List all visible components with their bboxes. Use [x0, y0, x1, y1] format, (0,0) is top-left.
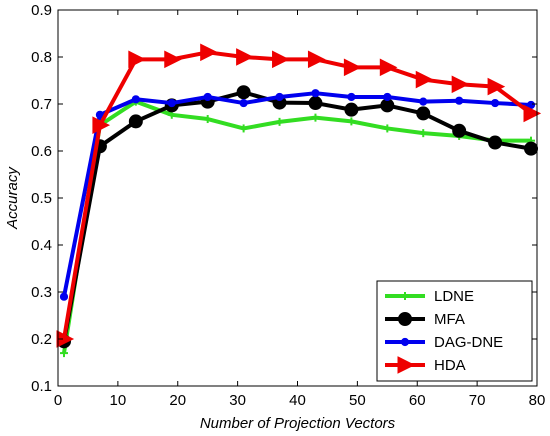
legend-marker [400, 337, 410, 347]
data-point [488, 135, 503, 150]
data-point [347, 117, 356, 126]
data-point [275, 117, 284, 126]
legend-item: HDA [385, 356, 466, 374]
x-tick-label: 40 [289, 392, 306, 409]
legend-label: LDNE [434, 288, 474, 305]
y-tick-label: 0.5 [31, 190, 52, 207]
data-point [344, 102, 359, 117]
data-point [59, 292, 69, 301]
x-axis-label: Number of Projection Vectors [200, 415, 396, 432]
data-point [272, 50, 290, 69]
y-tick-label: 0.3 [31, 284, 52, 301]
data-point [200, 43, 218, 62]
axis-ticks: 0 10 20 30 40 50 60 70 80 0.1 0.2 0.3 0.4 0.5 0.6 0.7 0.… [31, 2, 545, 409]
y-tick-label: 0.1 [31, 378, 52, 395]
legend-marker [398, 312, 412, 326]
data-point [275, 92, 284, 102]
data-point [92, 116, 111, 134]
y-axis-label: Accuracy [4, 166, 21, 230]
data-point [343, 58, 362, 77]
legend-label: MFA [434, 311, 465, 328]
data-point [419, 97, 428, 106]
legend-label: HDA [434, 357, 466, 374]
legend: LDNE MFA DAG-DNE HDA [376, 280, 533, 382]
y-tick-label: 0.4 [31, 237, 52, 254]
data-point [379, 58, 398, 77]
data-point [311, 113, 320, 122]
legend-marker [397, 356, 416, 374]
legend-item: LDNE [385, 288, 474, 305]
x-tick-label: 10 [110, 392, 127, 409]
x-tick-label: 20 [169, 392, 186, 409]
data-point [487, 77, 506, 96]
data-point [524, 141, 539, 156]
data-point [167, 98, 176, 108]
legend-item: DAG-DNE [385, 334, 503, 351]
y-tick-label: 0.9 [31, 2, 52, 19]
x-tick-label: 80 [529, 392, 546, 409]
x-tick-label: 50 [349, 392, 366, 409]
data-point [59, 349, 68, 358]
data-point [383, 124, 392, 133]
data-point [239, 98, 248, 108]
data-point [455, 96, 464, 105]
data-point [203, 115, 212, 124]
data-point [347, 92, 356, 102]
data-point [203, 92, 212, 102]
series-dag-dne [59, 89, 536, 301]
data-point [128, 114, 143, 129]
data-point [416, 106, 431, 121]
legend-item: MFA [385, 311, 465, 328]
legend-marker [401, 292, 409, 300]
data-point [383, 92, 392, 102]
data-point [56, 330, 75, 348]
data-point [236, 85, 251, 100]
data-point [236, 48, 254, 66]
data-point [419, 129, 428, 138]
x-tick-label: 70 [469, 392, 486, 409]
y-tick-label: 0.8 [31, 49, 52, 66]
data-point [451, 75, 470, 94]
data-point [239, 124, 248, 133]
plot-area [56, 43, 542, 358]
data-point [490, 98, 500, 108]
series-hda [56, 43, 542, 348]
data-point [164, 50, 182, 69]
data-point [415, 70, 434, 89]
y-tick-label: 0.7 [31, 96, 52, 113]
series-line [62, 99, 532, 354]
y-tick-label: 0.6 [31, 143, 52, 160]
data-point [452, 123, 467, 138]
data-point [523, 104, 542, 123]
y-tick-label: 0.2 [31, 331, 52, 348]
series-line [62, 91, 532, 298]
data-point [311, 89, 320, 98]
x-tick-label: 0 [54, 392, 62, 409]
data-point [307, 50, 326, 69]
data-point [128, 50, 146, 69]
x-tick-label: 30 [229, 392, 246, 409]
data-point [308, 96, 323, 111]
data-point [131, 95, 140, 104]
x-tick-label: 60 [409, 392, 426, 409]
legend-label: DAG-DNE [434, 334, 503, 351]
